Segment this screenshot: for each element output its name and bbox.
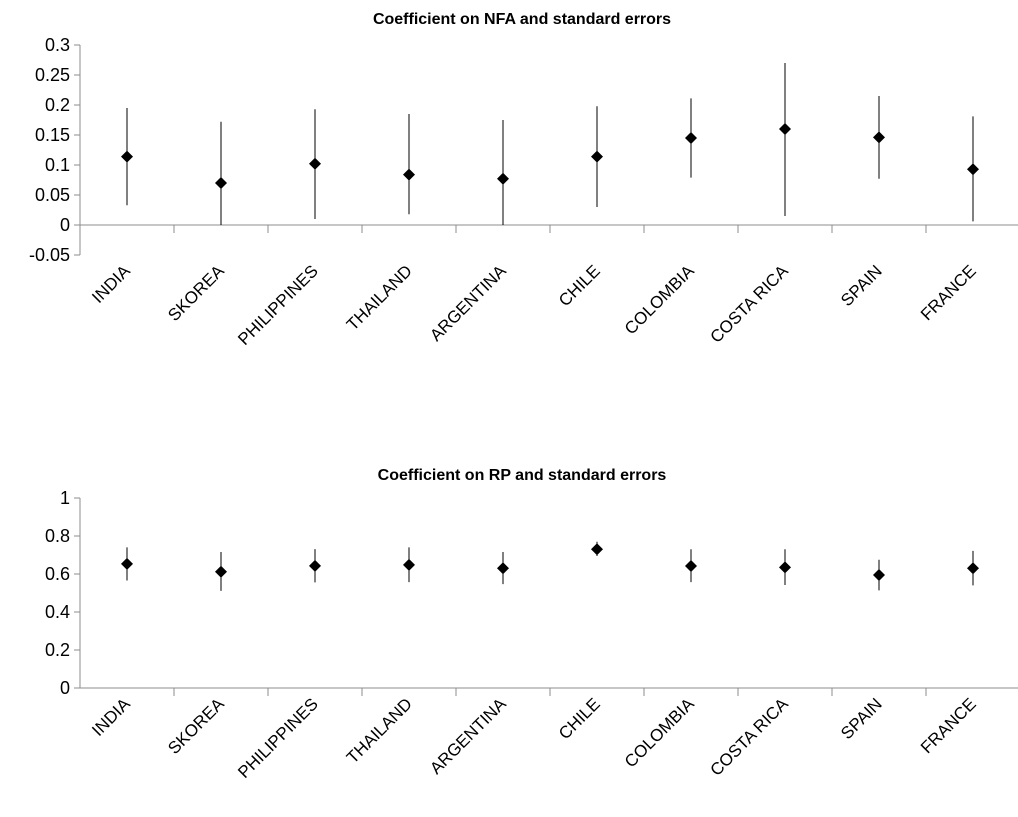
data-point-marker	[779, 561, 791, 573]
nfa-data-marks	[121, 63, 979, 225]
data-point-marker	[403, 559, 415, 571]
data-point-marker	[873, 569, 885, 581]
rp-data-marks	[121, 542, 979, 591]
x-tick-label: THAILAND	[343, 694, 416, 767]
nfa-y-ticks: 0.3 0.25 0.2 0.15 0.1 0.05 0 -0.05	[29, 35, 80, 265]
data-point-marker	[309, 158, 321, 170]
y-tick-label: 0.6	[45, 564, 70, 584]
x-tick-label: PHILIPPINES	[234, 694, 322, 782]
data-point-marker	[779, 123, 791, 135]
x-tick-label: ARGENTINA	[426, 694, 510, 778]
x-tick-label: COSTA RICA	[706, 694, 792, 780]
y-tick-label: 0.1	[45, 155, 70, 175]
x-tick-label: COLOMBIA	[621, 694, 698, 771]
x-tick-label: SKOREA	[164, 694, 228, 758]
data-point-marker	[121, 151, 133, 163]
data-point-marker	[967, 562, 979, 574]
x-tick-label: CHILE	[555, 261, 604, 310]
x-tick-label: ARGENTINA	[426, 261, 510, 345]
x-tick-label: SPAIN	[837, 694, 886, 743]
x-tick-label: FRANCE	[917, 261, 980, 324]
y-tick-label: 0.05	[35, 185, 70, 205]
x-tick-label: COSTA RICA	[706, 261, 792, 347]
x-tick-label: COLOMBIA	[621, 261, 698, 338]
data-point-marker	[591, 151, 603, 163]
x-tick-label: SKOREA	[164, 261, 228, 325]
rp-chart-title: Coefficient on RP and standard errors	[378, 467, 667, 484]
y-tick-label: 0.15	[35, 125, 70, 145]
data-point-marker	[215, 177, 227, 189]
nfa-chart-title: Coefficient on NFA and standard errors	[373, 11, 671, 28]
x-tick-label: CHILE	[555, 694, 604, 743]
data-point-marker	[685, 560, 697, 572]
rp-chart: Coefficient on RP and standard errors 1 0…	[45, 467, 1018, 782]
y-tick-label: 0	[60, 678, 70, 698]
y-tick-label: 0.4	[45, 602, 70, 622]
x-tick-label: INDIA	[88, 261, 134, 307]
data-point-marker	[215, 566, 227, 578]
y-tick-label: 0.2	[45, 640, 70, 660]
y-tick-label: -0.05	[29, 245, 70, 265]
rp-x-ticks: INDIA SKOREA PHILIPPINES THAILAND ARGENTINA C…	[88, 688, 979, 782]
x-tick-label: PHILIPPINES	[234, 261, 322, 349]
rp-y-ticks: 1 0.8 0.6 0.4 0.2 0	[45, 488, 80, 698]
nfa-x-ticks: INDIA SKOREA PHILIPPINES THAILAND ARGENTINA C…	[88, 225, 979, 349]
x-tick-label: INDIA	[88, 694, 134, 740]
x-tick-label: SPAIN	[837, 261, 886, 310]
data-point-marker	[121, 558, 133, 570]
data-point-marker	[309, 560, 321, 572]
nfa-chart: Coefficient on NFA and standard errors 0…	[29, 11, 1018, 349]
data-point-marker	[497, 173, 509, 185]
y-tick-label: 0	[60, 215, 70, 235]
x-tick-label: FRANCE	[917, 694, 980, 757]
data-point-marker	[591, 543, 603, 555]
y-tick-label: 0.2	[45, 95, 70, 115]
data-point-marker	[403, 169, 415, 181]
data-point-marker	[873, 131, 885, 143]
y-tick-label: 0.3	[45, 35, 70, 55]
data-point-marker	[685, 132, 697, 144]
data-point-marker	[967, 163, 979, 175]
y-tick-label: 0.25	[35, 65, 70, 85]
y-tick-label: 1	[60, 488, 70, 508]
data-point-marker	[497, 562, 509, 574]
x-tick-label: THAILAND	[343, 261, 416, 334]
y-tick-label: 0.8	[45, 526, 70, 546]
